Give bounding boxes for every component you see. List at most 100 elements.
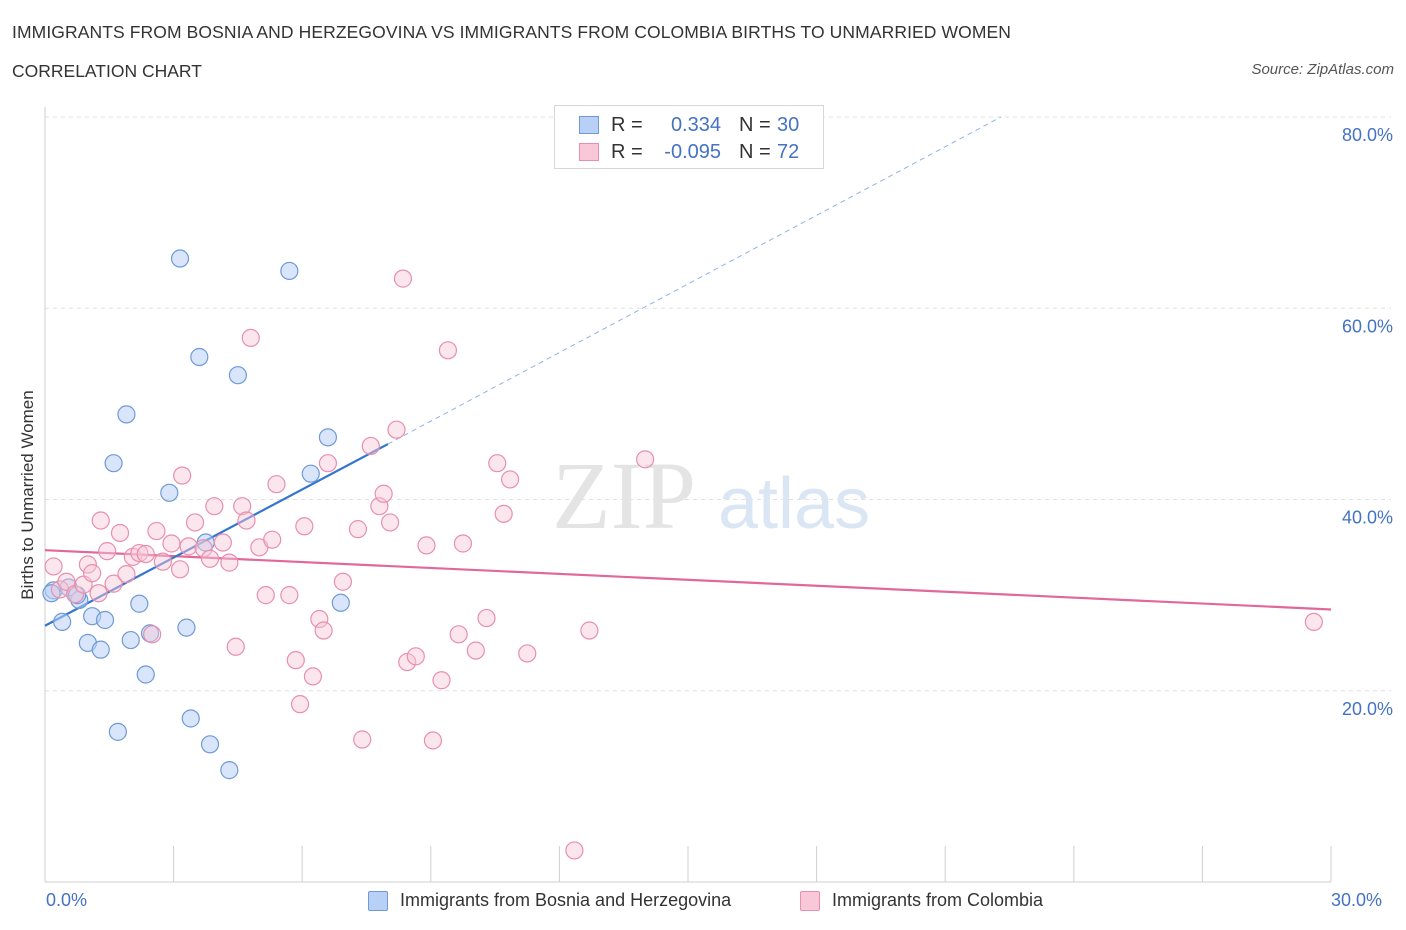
legend-r-label: R = <box>611 113 643 136</box>
data-point-colombia <box>353 730 372 749</box>
data-point-colombia <box>91 511 110 530</box>
data-point-colombia <box>44 557 63 576</box>
data-point-colombia <box>117 564 136 584</box>
bottom-legend-colombia: Immigrants from Colombia <box>800 890 1043 911</box>
data-point-colombia <box>380 513 400 532</box>
y-tick-label: 20.0% <box>1342 699 1393 719</box>
legend-r-label: R = <box>611 140 643 163</box>
data-point-colombia <box>220 553 239 572</box>
axes <box>44 107 1332 883</box>
series-colombia-points <box>44 269 1323 860</box>
data-point-bosnia <box>200 735 220 754</box>
data-point-bosnia <box>91 640 110 659</box>
data-point-bosnia <box>181 709 200 728</box>
data-point-colombia <box>318 454 338 473</box>
data-point-colombia <box>348 520 368 539</box>
gridlines <box>45 116 1391 692</box>
data-point-colombia <box>393 269 413 288</box>
data-point-colombia <box>314 621 333 640</box>
bottom-legend-label-colombia: Immigrants from Colombia <box>832 890 1044 910</box>
data-point-colombia <box>280 586 299 605</box>
trend-line-colombia <box>44 549 1332 611</box>
data-point-bosnia <box>220 761 239 780</box>
data-point-bosnia <box>160 483 179 502</box>
data-point-colombia <box>179 537 198 556</box>
data-point-bosnia <box>95 610 115 630</box>
legend-row-colombia: R = -0.095 N = 72 <box>579 139 799 165</box>
legend-row-bosnia: R = 0.334 N = 30 <box>579 112 799 138</box>
data-point-bosnia <box>228 366 247 385</box>
correlation-legend: R = 0.334 N = 30 R = -0.095 N = 72 <box>554 105 824 169</box>
data-point-colombia <box>213 533 232 552</box>
y-tick-label: 40.0% <box>1342 508 1393 528</box>
data-point-colombia <box>303 667 323 686</box>
data-point-colombia <box>267 475 286 494</box>
data-point-colombia <box>110 523 130 543</box>
data-point-colombia <box>194 539 213 558</box>
data-point-colombia <box>636 450 655 469</box>
data-point-colombia <box>98 542 117 561</box>
data-point-bosnia <box>117 405 136 424</box>
data-point-colombia <box>286 651 305 670</box>
data-point-colombia <box>449 625 468 644</box>
data-point-colombia <box>78 555 97 574</box>
data-point-colombia <box>233 497 252 516</box>
data-point-colombia <box>295 517 314 536</box>
y-tick-label: 60.0% <box>1342 316 1393 336</box>
x-tick-label-max: 30.0% <box>1331 890 1383 910</box>
data-point-colombia <box>1304 612 1323 632</box>
data-point-colombia <box>143 625 162 644</box>
legend-n-value: 30 <box>777 113 800 136</box>
data-point-bosnia <box>136 665 155 684</box>
chart-title: IMMIGRANTS FROM BOSNIA AND HERZEGOVINA V… <box>12 22 1012 42</box>
data-point-bosnia <box>108 722 127 741</box>
data-point-colombia <box>406 647 425 666</box>
data-point-colombia <box>237 511 256 530</box>
trend-line-bosnia <box>44 443 389 627</box>
data-point-colombia <box>477 608 496 628</box>
data-point-bosnia <box>42 584 61 603</box>
data-point-colombia <box>200 549 220 568</box>
bottom-legend-swatch-pink <box>800 890 820 911</box>
data-point-bosnia <box>170 249 190 268</box>
legend-r-value: 0.334 <box>670 113 721 136</box>
data-point-colombia <box>263 530 282 549</box>
data-point-colombia <box>83 564 102 583</box>
data-point-bosnia <box>280 261 299 281</box>
x-tick-label-min: 0.0% <box>46 890 88 910</box>
legend-n-label: N = <box>739 113 771 136</box>
data-point-colombia <box>501 470 520 489</box>
data-point-bosnia <box>318 428 338 447</box>
legend-r-value: -0.095 <box>664 140 721 163</box>
y-tick-label: 80.0% <box>1342 125 1393 145</box>
data-point-colombia <box>387 420 406 439</box>
data-point-colombia <box>185 513 205 532</box>
legend-swatch-pink <box>579 143 599 161</box>
data-point-colombia <box>104 574 123 593</box>
data-point-bosnia <box>53 612 72 632</box>
data-point-colombia <box>361 436 380 456</box>
watermark: ZIP atlas <box>552 442 870 549</box>
data-point-colombia <box>432 671 451 690</box>
data-point-colombia <box>580 621 599 640</box>
data-point-colombia <box>147 521 166 541</box>
data-point-colombia <box>453 534 473 553</box>
data-point-colombia <box>130 543 149 563</box>
watermark-zip: ZIP <box>552 442 696 549</box>
series-bosnia-points <box>42 249 350 780</box>
data-point-colombia <box>333 572 353 591</box>
trend-lines <box>44 116 1332 627</box>
data-point-colombia <box>565 841 584 860</box>
data-point-colombia <box>57 572 76 591</box>
bottom-legend-bosnia: Immigrants from Bosnia and Herzegovina <box>368 890 731 911</box>
bottom-legend-swatch-blue <box>368 890 388 911</box>
data-point-colombia <box>173 466 192 485</box>
data-point-colombia <box>518 644 537 663</box>
data-point-colombia <box>423 731 443 750</box>
data-point-bosnia <box>190 347 209 367</box>
data-point-colombia <box>162 534 181 553</box>
data-point-colombia <box>417 536 436 555</box>
data-point-colombia <box>494 504 513 523</box>
data-point-colombia <box>488 454 507 473</box>
